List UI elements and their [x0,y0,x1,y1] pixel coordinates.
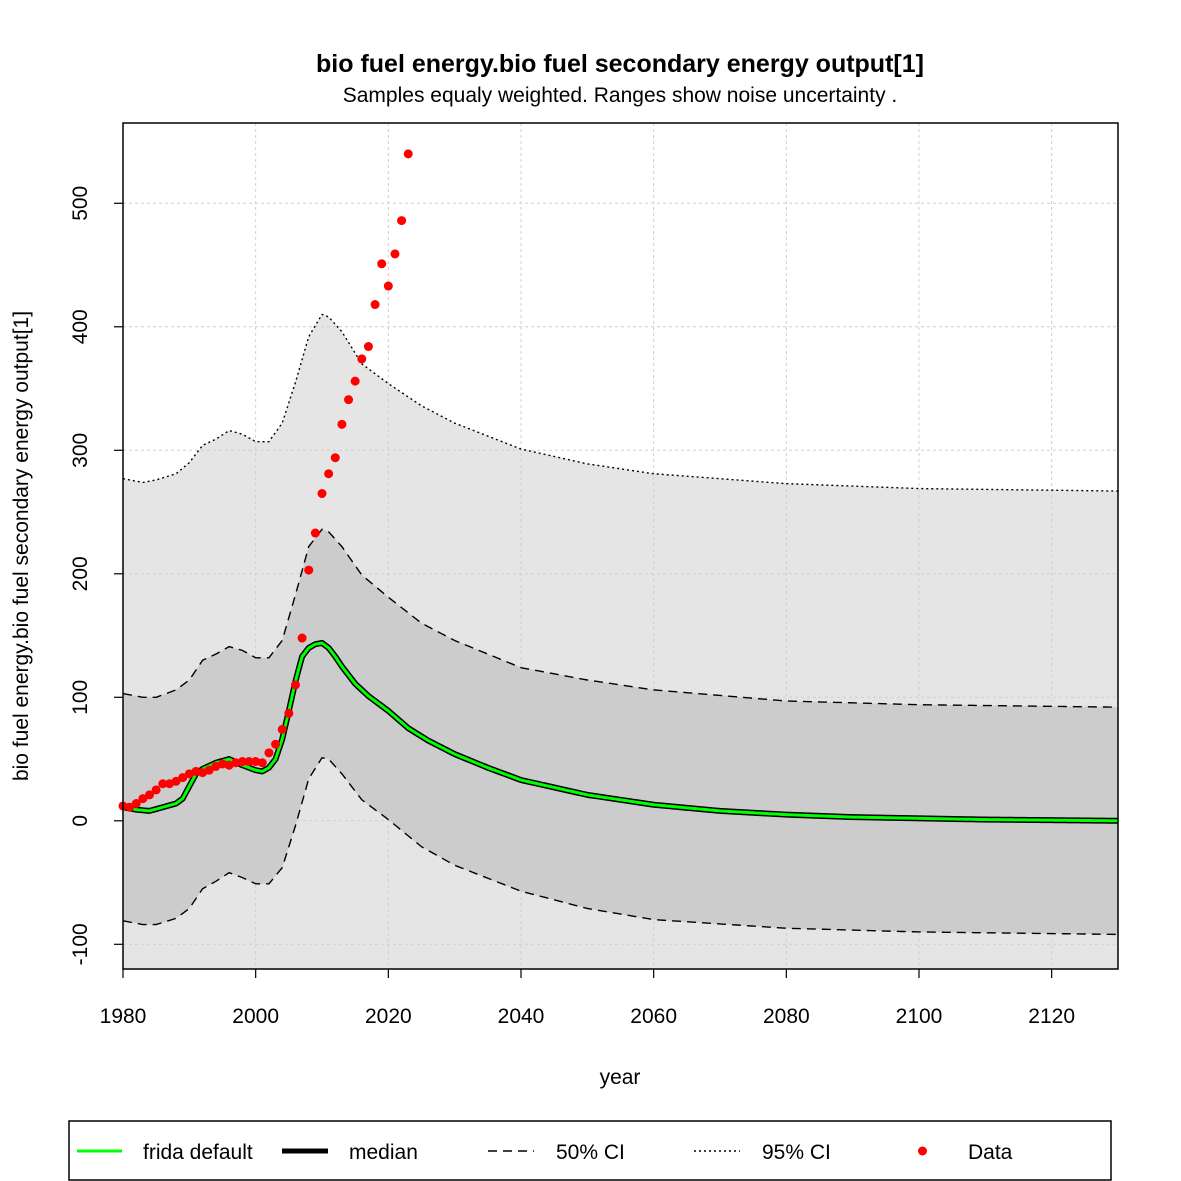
y-tick-label: 200 [69,556,92,591]
data-point [363,342,373,352]
data-point [310,528,320,538]
data-point [158,779,168,789]
y-tick-label: 300 [69,433,92,468]
data-point [397,216,407,226]
plot-area: 1980 2000 2020 2040 2060 2080 2100 2120 -100 0 100… [69,122,1119,1028]
data-point [131,799,141,809]
data-point [337,419,347,429]
chart-title: bio fuel energy.bio fuel secondary energ… [316,50,924,78]
data-point [171,776,181,786]
x-tick-label: 1980 [100,1005,147,1028]
data-point [204,765,214,775]
y-tick-label: 400 [69,309,92,344]
ci95-upper-line [123,313,1118,492]
data-point [257,758,267,768]
data-point [403,149,413,159]
data-point [264,748,274,758]
legend-label: 95% CI [762,1141,831,1164]
ci50-band [123,529,1118,935]
y-tick-label: 500 [69,186,92,221]
ci50-upper-line [123,528,1118,708]
data-point [290,680,300,690]
data-point [244,757,254,767]
x-tick-label: 2100 [896,1005,943,1028]
x-tick-label: 2020 [365,1005,412,1028]
data-point [344,395,354,405]
plot-frame [122,122,1119,970]
y-tick-label: 100 [69,680,92,715]
y-axis-label: bio fuel energy.bio fuel secondary energ… [10,311,33,781]
data-point [350,376,360,386]
y-tick-label: 0 [69,815,92,827]
data-point [151,785,161,795]
data-point [383,281,393,291]
data-point [138,794,148,804]
legend-label: 50% CI [556,1141,625,1164]
data-point [297,633,307,643]
legend-label: median [349,1141,418,1164]
data-point [324,469,334,479]
x-tick-label: 2000 [232,1005,279,1028]
data-point [390,249,400,259]
legend-box [68,1120,1112,1181]
x-tick-label: 2120 [1028,1005,1075,1028]
data-point [370,300,380,310]
x-tick-label: 2040 [498,1005,545,1028]
legend-label: frida default [143,1141,253,1164]
data-point [284,708,294,718]
chart-subtitle: Samples equaly weighted. Ranges show noi… [343,84,898,107]
data-point [277,724,287,734]
data-point [271,739,281,749]
data-point [145,790,155,800]
data-point [304,565,314,575]
x-tick-label: 2080 [763,1005,810,1028]
x-tick-label: 2060 [630,1005,677,1028]
data-point [178,773,188,783]
data-point [330,453,340,463]
ci50-lower-line [123,757,1118,936]
x-axis-label: year [600,1066,641,1089]
legend-label: Data [968,1141,1013,1164]
legend: frida default median 50% CI 95% CI Data [68,1120,1112,1181]
data-point [357,354,367,364]
data-point [377,259,387,269]
data-point [317,489,327,499]
data-point [237,757,247,767]
y-tick-label: -100 [69,923,92,965]
legend-swatch-data [918,1146,927,1156]
data-point [125,802,135,812]
